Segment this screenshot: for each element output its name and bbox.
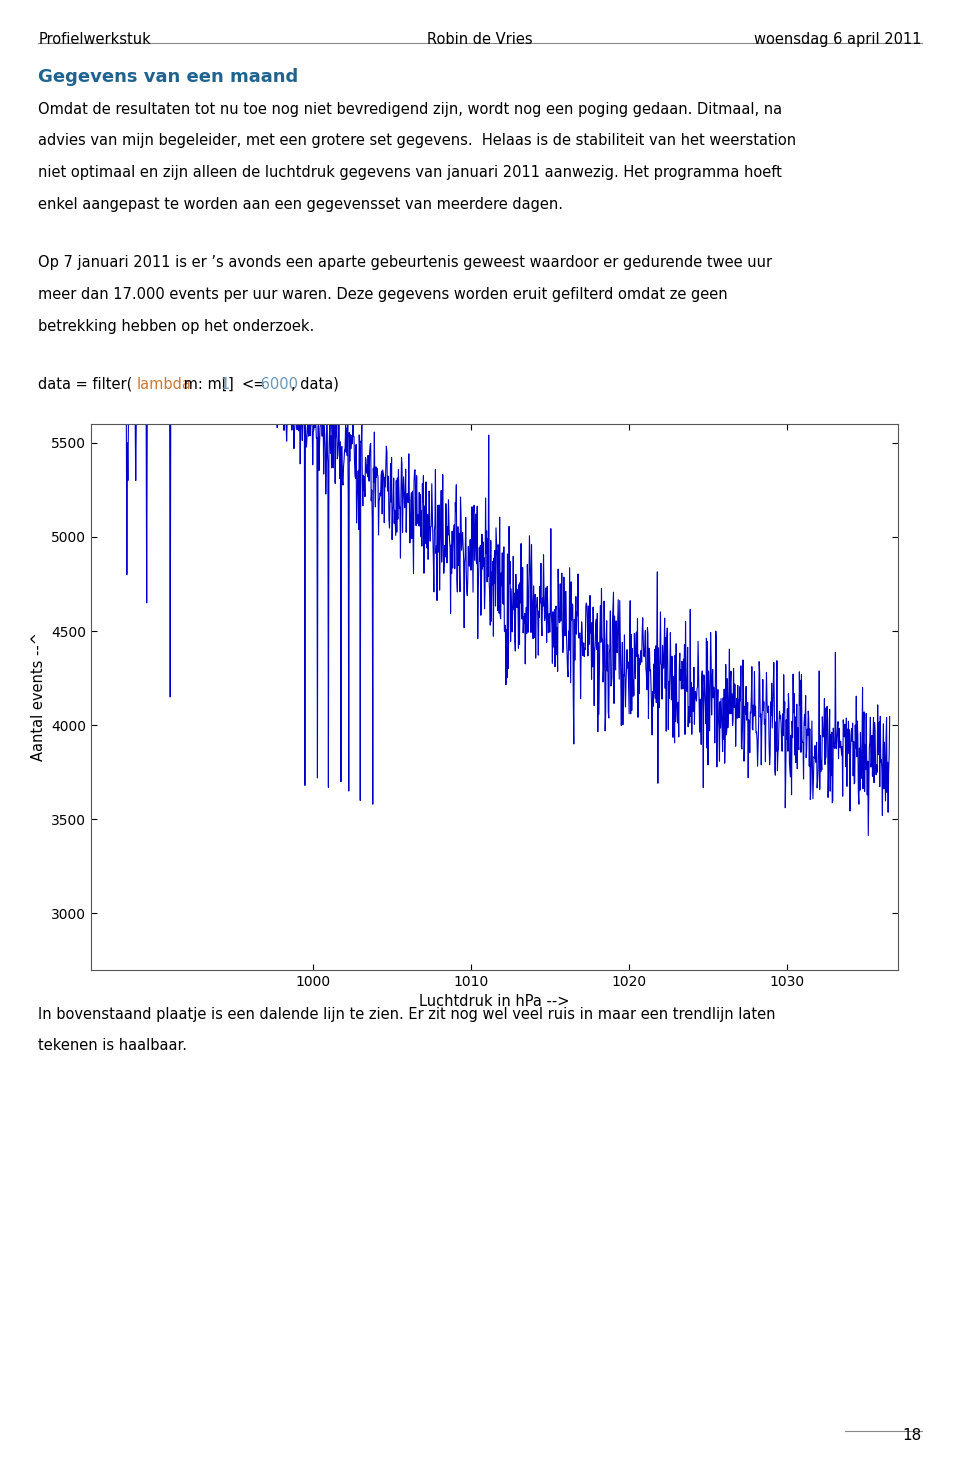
Text: Omdat de resultaten tot nu toe nog niet bevredigend zijn, wordt nog een poging g: Omdat de resultaten tot nu toe nog niet … [38,102,782,117]
Text: Profielwerkstuk: Profielwerkstuk [38,31,151,47]
Text: enkel aangepast te worden aan een gegevensset van meerdere dagen.: enkel aangepast te worden aan een gegeve… [38,196,564,212]
Text: data = filter(: data = filter( [38,376,132,392]
Text: lambda: lambda [136,376,191,392]
Text: In bovenstaand plaatje is een dalende lijn te zien. Er zit nog wel veel ruis in : In bovenstaand plaatje is een dalende li… [38,1006,776,1022]
Text: meer dan 17.000 events per uur waren. Deze gegevens worden eruit gefilterd omdat: meer dan 17.000 events per uur waren. De… [38,286,728,302]
Y-axis label: Aantal events --^: Aantal events --^ [31,633,46,761]
X-axis label: Luchtdruk in hPa -->: Luchtdruk in hPa --> [420,994,569,1009]
Text: ]: ] [228,376,238,392]
Text: betrekking hebben op het onderzoek.: betrekking hebben op het onderzoek. [38,319,315,333]
Text: tekenen is haalbaar.: tekenen is haalbaar. [38,1038,187,1053]
Text: 1: 1 [221,376,229,392]
Text: Robin de Vries: Robin de Vries [427,31,533,47]
Text: <=: <= [242,376,266,392]
Text: niet optimaal en zijn alleen de luchtdruk gegevens van januari 2011 aanwezig. He: niet optimaal en zijn alleen de luchtdru… [38,165,782,180]
Text: woensdag 6 april 2011: woensdag 6 april 2011 [755,31,922,47]
Text: 18: 18 [902,1428,922,1443]
Text: m: m[: m: m[ [179,376,228,392]
Text: advies van mijn begeleider, met een grotere set gegevens.  Helaas is de stabilit: advies van mijn begeleider, met een grot… [38,133,797,149]
Text: Op 7 januari 2011 is er ’s avonds een aparte gebeurtenis geweest waardoor er ged: Op 7 januari 2011 is er ’s avonds een ap… [38,255,773,270]
Text: Gegevens van een maand: Gegevens van een maand [38,68,299,86]
Text: , data): , data) [291,376,339,392]
Text: 6000: 6000 [255,376,298,392]
